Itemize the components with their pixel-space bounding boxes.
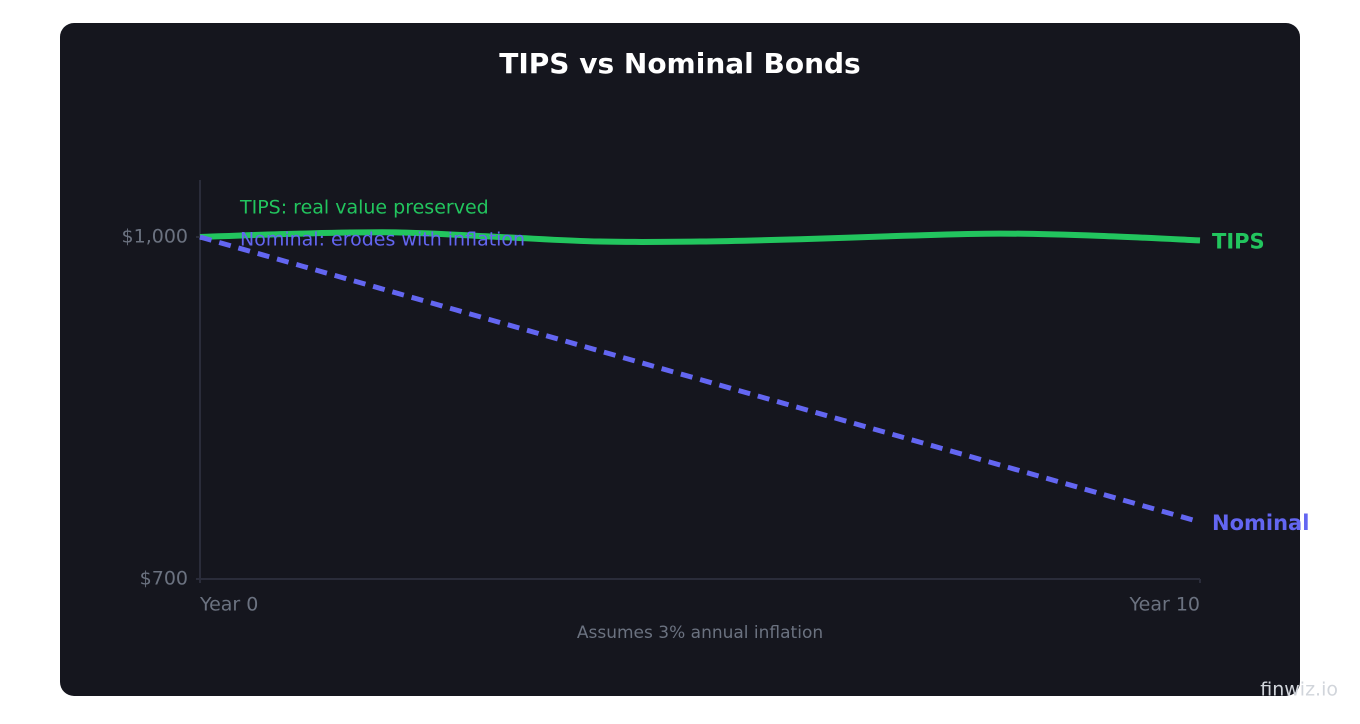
x-tick-label: Year 10 (1129, 594, 1200, 616)
x-tick-label: Year 0 (199, 594, 258, 616)
y-tick-label: $700 (140, 568, 188, 590)
chart-title: TIPS vs Nominal Bonds (499, 47, 860, 80)
card (60, 23, 1300, 696)
watermark: finwiz.io (1260, 679, 1338, 701)
series-label: TIPS (1212, 229, 1265, 253)
series-label: Nominal (1212, 511, 1309, 535)
y-tick-label: $1,000 (122, 226, 188, 248)
annotation: TIPS: real value preserved (239, 197, 489, 219)
series-line (199, 229, 1201, 245)
annotation: Nominal: erodes with inflation (240, 229, 525, 251)
series-line (199, 234, 1201, 525)
footnote: Assumes 3% annual inflation (577, 623, 823, 643)
